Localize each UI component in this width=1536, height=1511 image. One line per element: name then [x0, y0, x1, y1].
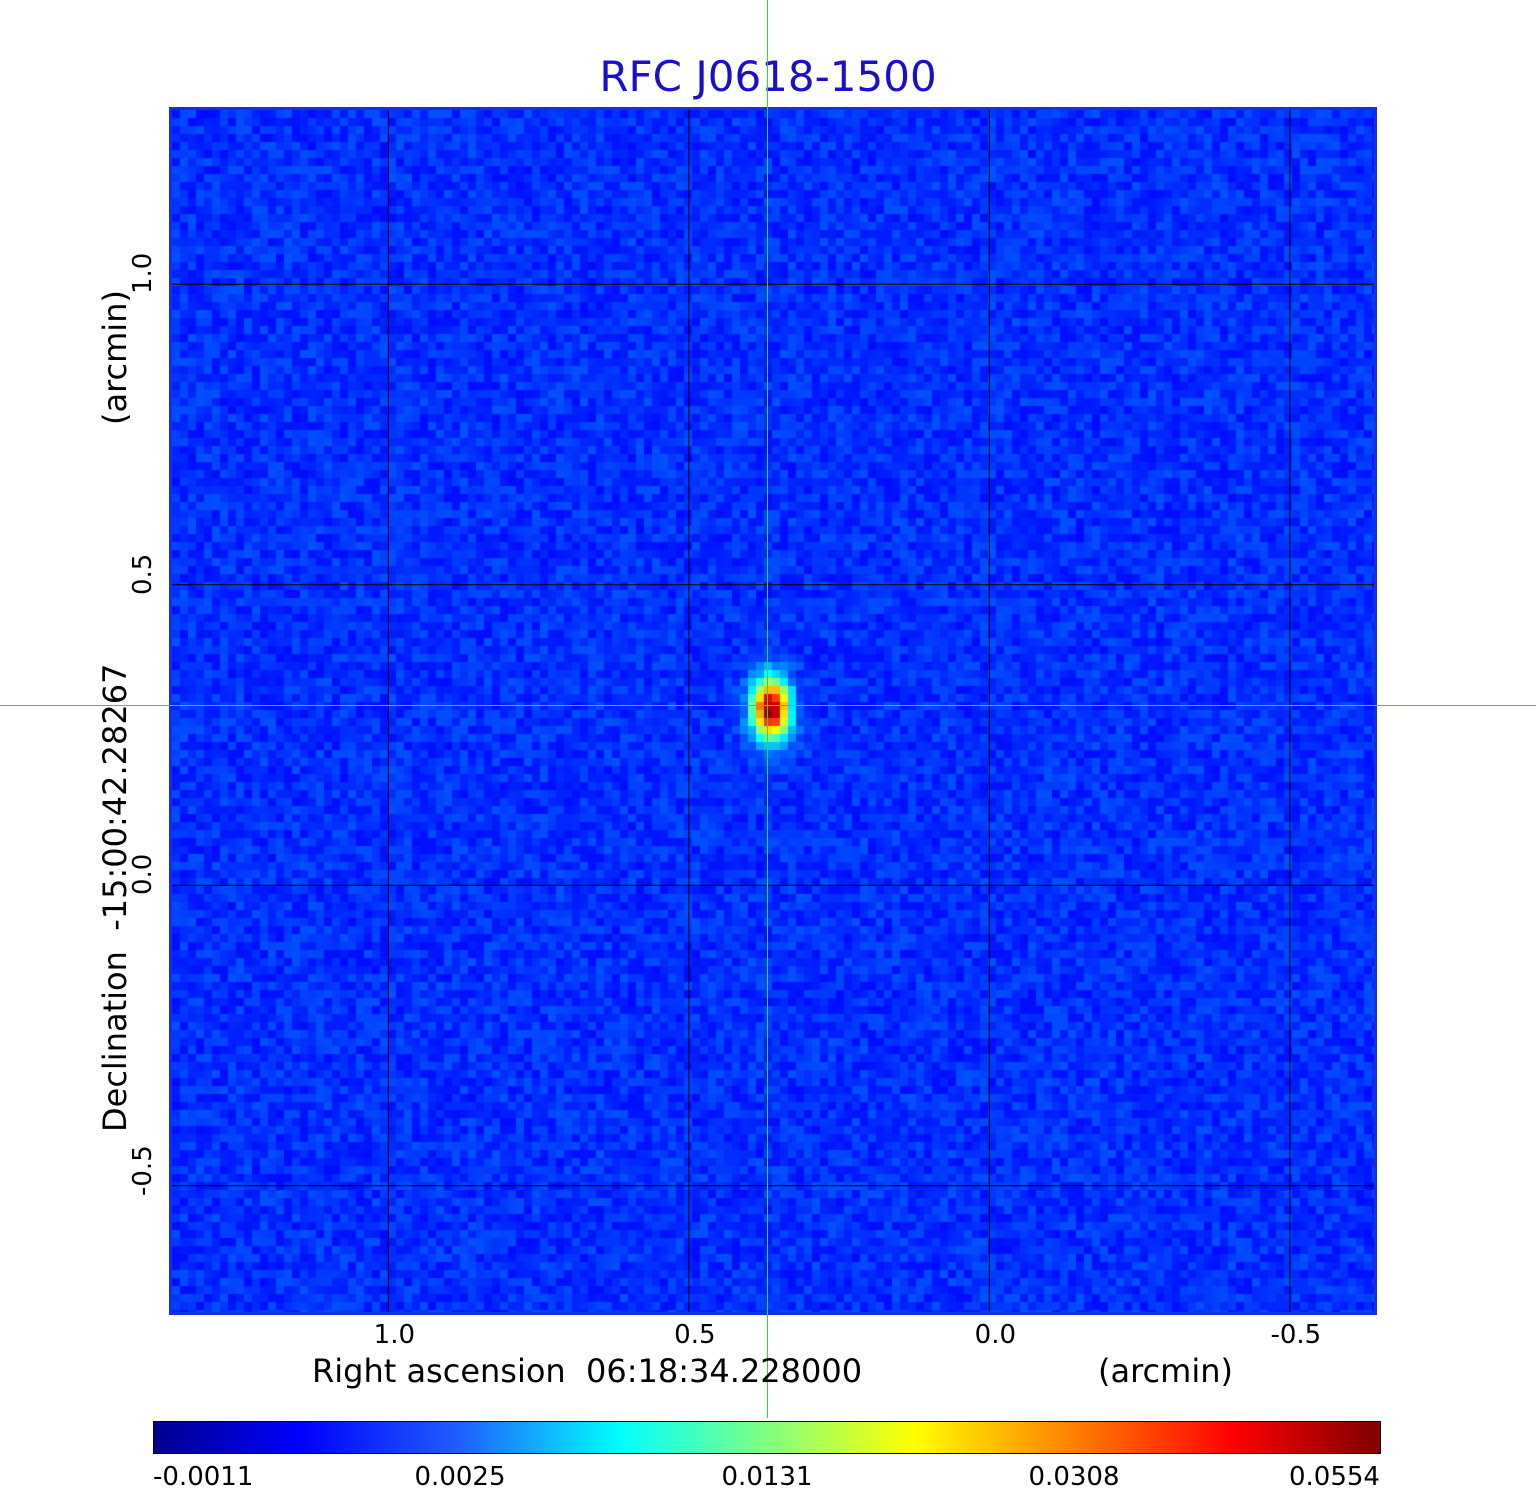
y-axis-label: Declination -15:00:42.28267: [96, 663, 134, 1132]
crosshair-vertical: [767, 0, 768, 1418]
grid-lines: [172, 110, 1374, 1312]
chart-title: RFC J0618-1500: [599, 52, 937, 101]
x-axis-label: Right ascension 06:18:34.228000: [312, 1352, 863, 1390]
y-tick-label: 0.5: [128, 553, 158, 595]
colorbar-tick-label: 0.0308: [1028, 1462, 1120, 1492]
colorbar: [153, 1421, 1381, 1454]
heatmap-image: [172, 110, 1374, 1312]
y-tick-label: -0.5: [128, 1145, 158, 1196]
colorbar-tick-label: 0.0131: [721, 1462, 813, 1492]
x-tick-label: -0.5: [1270, 1320, 1322, 1350]
x-tick-label: 1.0: [373, 1320, 416, 1350]
x-tick-label: 0.0: [974, 1320, 1017, 1350]
y-tick-label: 1.0: [128, 252, 158, 295]
y-axis-unit: (arcmin): [96, 290, 134, 425]
x-tick-label: 0.5: [674, 1320, 716, 1350]
x-axis-unit: (arcmin): [1098, 1352, 1233, 1390]
colorbar-tick-label: -0.0011: [153, 1462, 254, 1492]
colorbar-tick-label: 0.0554: [1289, 1462, 1380, 1492]
heatmap-plot-area[interactable]: [169, 107, 1377, 1315]
colorbar-tick-label: 0.0025: [414, 1462, 506, 1492]
crosshair-horizontal: [0, 705, 1536, 706]
